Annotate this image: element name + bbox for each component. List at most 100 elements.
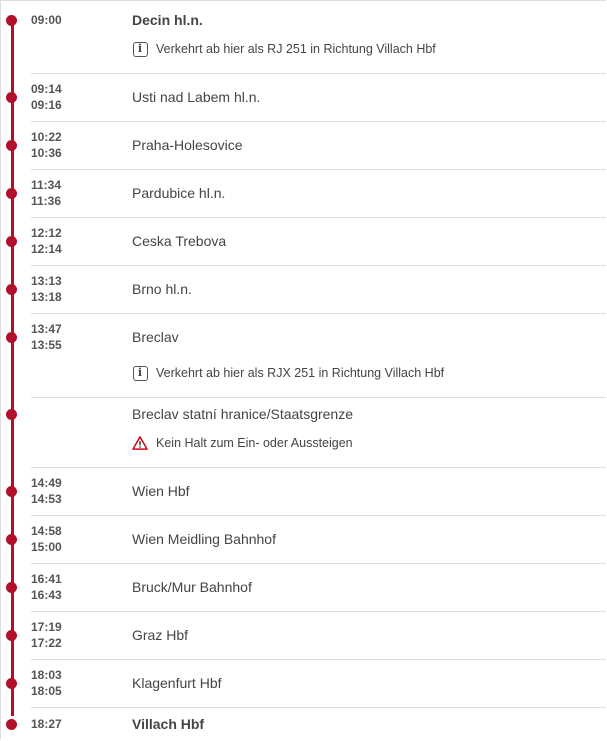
stop-dot-icon xyxy=(6,629,17,641)
arrival-time: 14:58 xyxy=(31,524,62,538)
station-name: Klagenfurt Hbf xyxy=(132,675,222,691)
departure-time: 16:43 xyxy=(31,588,62,602)
departure-time: 10:36 xyxy=(31,146,62,160)
stop-main: 09:00 Decin hl.n. xyxy=(6,11,606,29)
departure-time: 18:05 xyxy=(31,684,62,698)
stop-row: 18:03 18:05 Klagenfurt Hbf xyxy=(6,660,606,708)
stop-times: 14:49 14:53 xyxy=(31,475,132,507)
stop-times: 09:14 09:16 xyxy=(31,81,132,113)
stop-times: 16:41 16:43 xyxy=(31,571,132,603)
stop-times: 11:34 11:36 xyxy=(31,177,132,209)
stop-main: Breclav statní hranice/Staatsgrenze xyxy=(6,405,606,423)
stop-dot-icon xyxy=(6,408,17,420)
stop-row: 17:19 17:22 Graz Hbf xyxy=(6,612,606,660)
station-name: Wien Meidling Bahnhof xyxy=(132,531,276,547)
route-line xyxy=(11,19,14,716)
stop-times: 12:12 12:14 xyxy=(31,225,132,257)
stop-row: 14:58 15:00 Wien Meidling Bahnhof xyxy=(6,516,606,564)
stop-dot-icon xyxy=(6,718,17,730)
departure-time: 14:53 xyxy=(31,492,62,506)
arrival-time: 10:22 xyxy=(31,130,62,144)
departure-time: 17:22 xyxy=(31,636,62,650)
stop-dot-icon xyxy=(6,581,17,593)
stop-main: 16:41 16:43 Bruck/Mur Bahnhof xyxy=(6,571,606,603)
stop-main: 09:14 09:16 Usti nad Labem hl.n. xyxy=(6,81,606,113)
stop-dot-icon xyxy=(6,677,17,689)
stop-times: 17:19 17:22 xyxy=(31,619,132,651)
stop-row: 09:14 09:16 Usti nad Labem hl.n. xyxy=(6,74,606,122)
stop-note: i Verkehrt ab hier als RJ 251 in Richtung… xyxy=(132,39,606,59)
departure-time: 11:36 xyxy=(31,194,62,208)
stop-main: 13:47 13:55 Breclav xyxy=(6,321,606,353)
stop-row: 12:12 12:14 Ceska Trebova xyxy=(6,218,606,266)
time: 18:27 xyxy=(31,717,62,731)
stop-main: 14:58 15:00 Wien Meidling Bahnhof xyxy=(6,523,606,555)
station-name: Ceska Trebova xyxy=(132,233,227,249)
warning-icon xyxy=(132,435,148,451)
stop-main: 13:13 13:18 Brno hl.n. xyxy=(6,273,606,305)
note-text: Verkehrt ab hier als RJX 251 in Richtung… xyxy=(156,366,445,380)
stop-row: 16:41 16:43 Bruck/Mur Bahnhof xyxy=(6,564,606,612)
stop-row: 13:13 13:18 Brno hl.n. xyxy=(6,266,606,314)
note-text: Kein Halt zum Ein- oder Aussteigen xyxy=(156,436,353,450)
station-name: Graz Hbf xyxy=(132,627,189,643)
arrival-time: 12:12 xyxy=(31,226,62,240)
stop-note: i Verkehrt ab hier als RJX 251 in Richtun… xyxy=(132,363,606,383)
stop-dot-icon xyxy=(6,235,17,247)
stop-main: 14:49 14:53 Wien Hbf xyxy=(6,475,606,507)
station-name: Decin hl.n. xyxy=(132,12,203,28)
station-name: Breclav xyxy=(132,329,179,345)
station-name: Breclav statní hranice/Staatsgrenze xyxy=(132,406,354,422)
stop-main: 11:34 11:36 Pardubice hl.n. xyxy=(6,177,606,209)
note-text: Verkehrt ab hier als RJ 251 in Richtung … xyxy=(156,42,436,56)
stop-times: 14:58 15:00 xyxy=(31,523,132,555)
stop-row: Breclav statní hranice/Staatsgrenze Kein … xyxy=(6,398,606,468)
arrival-time: 16:41 xyxy=(31,572,62,586)
time: 09:00 xyxy=(31,13,62,27)
station-name: Brno hl.n. xyxy=(132,281,192,297)
arrival-time: 11:34 xyxy=(31,178,62,192)
info-icon: i xyxy=(132,41,148,57)
stop-dot-icon xyxy=(6,533,17,545)
stop-row: 13:47 13:55 Breclav i Verkehrt ab hier als R… xyxy=(6,314,606,398)
arrival-time: 09:14 xyxy=(31,82,62,96)
info-icon: i xyxy=(132,365,148,381)
stop-main: 17:19 17:22 Graz Hbf xyxy=(6,619,606,651)
stop-times: 13:13 13:18 xyxy=(31,273,132,305)
stop-times: 10:22 10:36 xyxy=(31,129,132,161)
departure-time: 09:16 xyxy=(31,98,62,112)
arrival-time: 13:13 xyxy=(31,274,62,288)
stop-dot-icon xyxy=(6,14,17,26)
station-name: Usti nad Labem hl.n. xyxy=(132,89,261,105)
stop-main: 12:12 12:14 Ceska Trebova xyxy=(6,225,606,257)
arrival-time: 13:47 xyxy=(31,322,62,336)
stop-dot-icon xyxy=(6,91,17,103)
station-name: Wien Hbf xyxy=(132,483,190,499)
stop-dot-icon xyxy=(6,187,17,199)
stop-dot-icon xyxy=(6,331,17,343)
station-name: Bruck/Mur Bahnhof xyxy=(132,579,252,595)
departure-time: 13:18 xyxy=(31,290,62,304)
stop-times: 18:27 xyxy=(31,716,132,732)
departure-time: 13:55 xyxy=(31,338,62,352)
station-name: Villach Hbf xyxy=(132,716,205,732)
stop-main: 10:22 10:36 Praha-Holesovice xyxy=(6,129,606,161)
stop-dot-icon xyxy=(6,485,17,497)
stop-dot-icon xyxy=(6,139,17,151)
stop-row: 11:34 11:36 Pardubice hl.n. xyxy=(6,170,606,218)
stop-row: 14:49 14:53 Wien Hbf xyxy=(6,468,606,516)
stop-main: 18:03 18:05 Klagenfurt Hbf xyxy=(6,667,606,699)
station-name: Praha-Holesovice xyxy=(132,137,243,153)
stop-note: Kein Halt zum Ein- oder Aussteigen xyxy=(132,433,606,453)
stop-dot-icon xyxy=(6,283,17,295)
stop-row: 10:22 10:36 Praha-Holesovice xyxy=(6,122,606,170)
arrival-time: 14:49 xyxy=(31,476,62,490)
stop-times: 09:00 xyxy=(31,12,132,28)
stop-row: 09:00 Decin hl.n. i Verkehrt ab hier als RJ… xyxy=(6,1,606,74)
departure-time: 15:00 xyxy=(31,540,62,554)
stop-times: 13:47 13:55 xyxy=(31,321,132,353)
stop-main: 18:27 Villach Hbf xyxy=(6,715,606,733)
stop-times: 18:03 18:05 xyxy=(31,667,132,699)
stop-row: 18:27 Villach Hbf xyxy=(6,708,606,741)
